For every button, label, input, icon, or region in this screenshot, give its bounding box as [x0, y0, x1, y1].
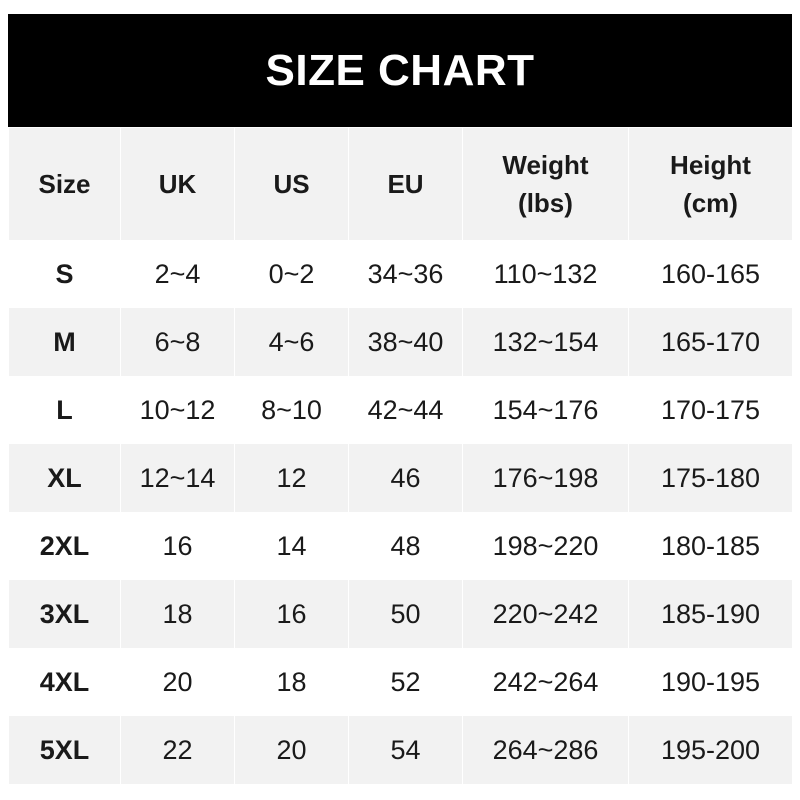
- cell-weight: 198~220: [462, 512, 629, 580]
- cell-height: 170-175: [628, 376, 793, 444]
- cell-eu: 42~44: [348, 376, 463, 444]
- cell-eu: 50: [348, 580, 463, 648]
- table-row: 4XL 20 18 52 242~264 190-195: [8, 648, 793, 716]
- table-row: 2XL 16 14 48 198~220 180-185: [8, 512, 793, 580]
- header-label: Size: [38, 169, 91, 199]
- header-weight: Weight (lbs): [462, 128, 629, 240]
- table-row: S 2~4 0~2 34~36 110~132 160-165: [8, 240, 793, 308]
- header-unit: (lbs): [518, 188, 573, 218]
- cell-weight: 242~264: [462, 648, 629, 716]
- header-label: Height: [670, 150, 751, 180]
- cell-uk: 22: [120, 716, 235, 784]
- size-chart-title: SIZE CHART: [8, 14, 792, 127]
- cell-height: 175-180: [628, 444, 793, 512]
- cell-height: 160-165: [628, 240, 793, 308]
- cell-weight: 176~198: [462, 444, 629, 512]
- cell-height: 195-200: [628, 716, 793, 784]
- cell-size: M: [8, 308, 121, 376]
- cell-height: 190-195: [628, 648, 793, 716]
- header-unit: (cm): [683, 188, 738, 218]
- cell-size: L: [8, 376, 121, 444]
- cell-uk: 2~4: [120, 240, 235, 308]
- cell-us: 12: [234, 444, 349, 512]
- cell-weight: 154~176: [462, 376, 629, 444]
- cell-us: 0~2: [234, 240, 349, 308]
- cell-eu: 54: [348, 716, 463, 784]
- cell-uk: 20: [120, 648, 235, 716]
- cell-uk: 16: [120, 512, 235, 580]
- cell-uk: 18: [120, 580, 235, 648]
- cell-us: 16: [234, 580, 349, 648]
- cell-weight: 220~242: [462, 580, 629, 648]
- cell-height: 185-190: [628, 580, 793, 648]
- cell-us: 4~6: [234, 308, 349, 376]
- table-row: 3XL 18 16 50 220~242 185-190: [8, 580, 793, 648]
- cell-weight: 132~154: [462, 308, 629, 376]
- header-us: US: [234, 128, 349, 240]
- table-row: L 10~12 8~10 42~44 154~176 170-175: [8, 376, 793, 444]
- cell-us: 8~10: [234, 376, 349, 444]
- cell-us: 20: [234, 716, 349, 784]
- cell-weight: 264~286: [462, 716, 629, 784]
- header-label: Weight: [502, 150, 589, 180]
- cell-height: 180-185: [628, 512, 793, 580]
- table-row: 5XL 22 20 54 264~286 195-200: [8, 716, 793, 784]
- cell-us: 18: [234, 648, 349, 716]
- size-table: Size UK US EU Weight (lbs) Height (cm) S 2~4 0~2 3…: [8, 128, 793, 784]
- cell-uk: 12~14: [120, 444, 235, 512]
- cell-size: 2XL: [8, 512, 121, 580]
- header-label: UK: [158, 169, 197, 199]
- header-row: Size UK US EU Weight (lbs) Height (cm): [8, 128, 793, 240]
- cell-size: 5XL: [8, 716, 121, 784]
- cell-height: 165-170: [628, 308, 793, 376]
- header-label: US: [273, 169, 310, 199]
- cell-eu: 48: [348, 512, 463, 580]
- cell-eu: 46: [348, 444, 463, 512]
- cell-size: S: [8, 240, 121, 308]
- cell-uk: 6~8: [120, 308, 235, 376]
- cell-weight: 110~132: [462, 240, 629, 308]
- table-row: XL 12~14 12 46 176~198 175-180: [8, 444, 793, 512]
- header-uk: UK: [120, 128, 235, 240]
- cell-eu: 34~36: [348, 240, 463, 308]
- cell-eu: 52: [348, 648, 463, 716]
- cell-eu: 38~40: [348, 308, 463, 376]
- cell-uk: 10~12: [120, 376, 235, 444]
- header-size: Size: [8, 128, 121, 240]
- header-eu: EU: [348, 128, 463, 240]
- table-row: M 6~8 4~6 38~40 132~154 165-170: [8, 308, 793, 376]
- cell-size: 3XL: [8, 580, 121, 648]
- header-height: Height (cm): [628, 128, 793, 240]
- header-label: EU: [387, 169, 424, 199]
- cell-size: 4XL: [8, 648, 121, 716]
- cell-size: XL: [8, 444, 121, 512]
- table-body: S 2~4 0~2 34~36 110~132 160-165 M 6~8 4~6 38~40 13…: [8, 240, 793, 784]
- cell-us: 14: [234, 512, 349, 580]
